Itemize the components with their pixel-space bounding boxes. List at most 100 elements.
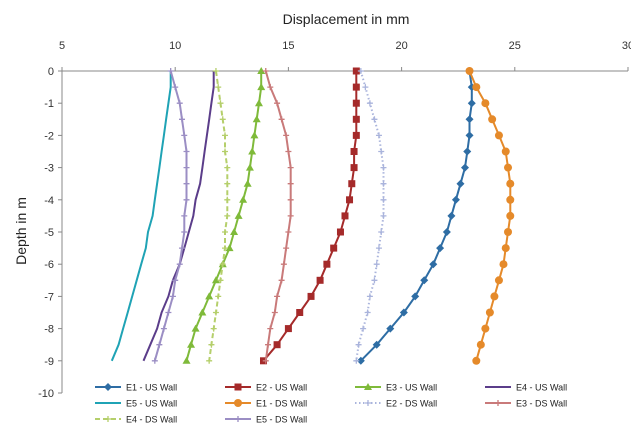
data-point [502,244,510,252]
data-point [184,149,190,155]
data-point [170,293,176,299]
series-line [187,71,262,361]
data-point [265,342,271,348]
axes: 5 10 15 20 25 30 0 -1 -2 -3 -4 -5 -6 -7 -8 -9 -10 [38,40,631,400]
data-point [351,148,358,155]
x-tick-label: 10 [169,40,181,52]
data-point [346,196,353,203]
data-point [267,84,273,90]
data-point [337,229,344,236]
data-point [211,326,217,332]
legend-label: E2 - US Wall [256,383,307,393]
data-point [274,293,280,299]
data-point [456,180,464,188]
data-point [443,228,451,236]
data-point [283,132,289,138]
data-point [380,165,386,171]
y-tick-label: -1 [44,98,54,110]
data-point [342,212,349,219]
data-point [367,293,373,299]
data-point [181,132,187,138]
data-point [181,213,187,219]
data-point [362,84,368,90]
data-point [183,357,191,364]
y-tick-label: -9 [44,356,54,368]
data-point [288,213,294,219]
series-6 [466,67,515,365]
legend-label: E3 - DS Wall [516,399,567,409]
data-point [198,309,206,316]
data-point [371,116,377,122]
legend-marker [235,384,242,391]
y-tick-label: -4 [44,195,54,207]
data-point [165,310,171,316]
data-point [502,148,510,156]
legend-item: E3 - DS Wall [485,399,567,409]
series-4 [144,71,214,361]
data-point [222,229,228,235]
data-point [353,116,360,123]
data-point [224,165,230,171]
data-point [274,100,280,106]
data-point [308,293,315,300]
data-point [378,149,384,155]
legend-item: E2 - DS Wall [355,399,437,409]
series-8 [263,68,294,364]
legend-item: E2 - US Wall [225,383,307,393]
data-point [506,180,514,188]
data-point [504,164,512,172]
data-point [152,358,158,364]
data-point [272,310,278,316]
data-point [283,245,289,251]
data-point [481,325,489,333]
data-point [213,310,219,316]
data-point [224,213,230,219]
data-point [429,260,437,268]
legend-label: E2 - DS Wall [386,399,437,409]
legend-item: E4 - US Wall [485,383,567,393]
data-point [205,292,213,299]
data-point [317,277,324,284]
data-point [168,68,174,74]
data-point [177,261,183,267]
data-point [224,181,230,187]
data-point [257,83,265,90]
legend-item: E5 - US Wall [95,399,177,409]
y-tick-label: -8 [44,324,54,336]
series-line [112,71,171,361]
data-point [466,131,474,139]
data-point [187,341,195,348]
data-point [192,325,200,332]
data-point [490,292,498,300]
data-point [367,100,373,106]
data-point [488,115,496,123]
series-layer [112,67,514,365]
legend-item: E3 - US Wall [355,383,437,393]
data-point [506,196,514,204]
data-point [447,212,455,220]
x-tick-label: 5 [59,40,65,52]
data-point [172,84,178,90]
x-axis-title: Displacement in mm [283,11,410,27]
data-point [296,309,303,316]
legend-marker [104,383,112,391]
data-point [452,196,460,204]
data-point [468,99,476,107]
data-point [250,131,258,138]
series-line [144,71,214,361]
data-point [472,83,480,91]
data-point [353,84,360,91]
data-point [499,260,507,268]
data-point [179,116,185,122]
series-7 [353,68,386,364]
data-point [323,261,330,268]
data-point [353,358,359,364]
data-point [380,213,386,219]
legend-label: E3 - US Wall [386,383,437,393]
y-tick-label: 0 [48,66,54,78]
data-point [230,228,238,235]
data-point [217,100,223,106]
data-point [288,181,294,187]
data-point [472,357,480,365]
